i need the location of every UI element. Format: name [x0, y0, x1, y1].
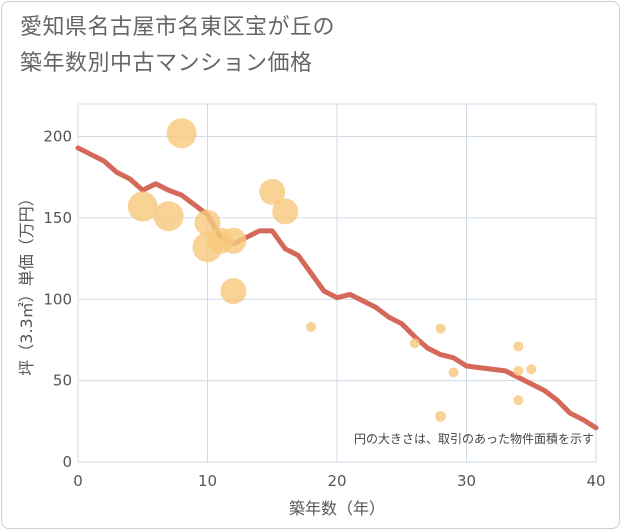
y-tick-label: 50 — [53, 372, 72, 390]
data-point — [513, 365, 524, 376]
data-point — [513, 341, 524, 352]
data-point — [166, 118, 197, 149]
y-tick-label: 200 — [43, 128, 72, 146]
data-point — [194, 209, 221, 236]
data-point — [435, 323, 446, 334]
data-point — [220, 227, 247, 254]
y-tick-label: 0 — [62, 453, 72, 471]
x-tick-label: 40 — [586, 472, 605, 490]
x-axis-label: 築年数（年） — [289, 499, 385, 518]
x-tick-label: 0 — [73, 472, 83, 490]
y-tick-label: 100 — [43, 290, 72, 308]
grid-lines — [78, 104, 596, 462]
data-point — [153, 201, 184, 232]
y-tick-label: 150 — [43, 209, 72, 227]
data-point — [272, 198, 299, 225]
x-tick-label: 20 — [327, 472, 346, 490]
data-point — [220, 278, 247, 305]
size-note: 円の大きさは、取引のあった物件面積を示す — [354, 431, 594, 446]
x-tick-label: 30 — [457, 472, 476, 490]
data-point — [435, 411, 446, 422]
y-axis-label: 坪（3.3㎡）単価（万円） — [17, 190, 36, 375]
x-tick-labels: 0 10 20 30 40 — [73, 472, 605, 490]
trend-layer — [75, 145, 599, 431]
trend-line — [75, 145, 599, 431]
data-point — [526, 364, 537, 375]
data-point — [259, 178, 286, 205]
data-point — [513, 395, 524, 406]
chart-title-line-2: 築年数別中古マンション価格 — [20, 51, 313, 76]
y-tick-labels: 0 50 100 150 200 — [43, 128, 72, 471]
data-point — [448, 367, 459, 378]
data-point — [306, 321, 317, 332]
x-tick-label: 10 — [198, 472, 217, 490]
data-point — [409, 338, 420, 349]
bubble-layer — [127, 118, 537, 422]
chart-title: 愛知県名古屋市名東区宝が丘の 築年数別中古マンション価格 — [20, 10, 335, 82]
data-point — [127, 191, 158, 222]
chart-title-line-1: 愛知県名古屋市名東区宝が丘の — [20, 15, 336, 40]
